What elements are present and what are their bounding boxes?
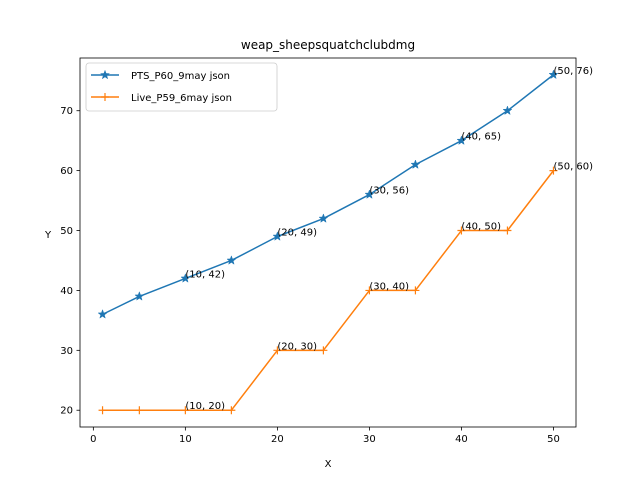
legend-label: PTS_P60_9may json xyxy=(131,71,230,82)
legend-marker xyxy=(101,93,109,101)
data-point xyxy=(456,135,467,145)
y-tick-label: 70 xyxy=(60,106,73,117)
y-axis-label: Y xyxy=(44,230,52,241)
series-2 xyxy=(98,166,558,415)
data-label: (30, 40) xyxy=(369,281,409,292)
axis-ticks: 0 10 20 30 40 50 20 30 40 50 60 70 xyxy=(60,106,560,445)
x-tick-label: 0 xyxy=(90,434,96,445)
data-label: (50, 60) xyxy=(553,162,593,173)
data-label: (50, 76) xyxy=(553,66,593,77)
data-point xyxy=(227,406,236,415)
data-point xyxy=(457,226,466,235)
y-tick-label: 20 xyxy=(60,406,73,417)
data-point xyxy=(319,346,328,355)
plot-area: (10, 42) (20, 49) (30, 56) (40, 65) (50, 76)… xyxy=(97,66,593,415)
data-point xyxy=(503,226,512,235)
data-point xyxy=(180,273,191,283)
x-tick-label: 50 xyxy=(547,434,560,445)
data-label: (40, 65) xyxy=(461,132,501,143)
data-point xyxy=(181,406,190,415)
data-point xyxy=(549,166,558,175)
data-point xyxy=(548,69,559,80)
x-tick-label: 20 xyxy=(271,434,284,445)
y-tick-label: 60 xyxy=(60,166,73,177)
data-point xyxy=(226,255,237,265)
data-point xyxy=(97,309,108,319)
series-1 xyxy=(97,69,559,319)
data-point xyxy=(272,231,283,241)
data-point xyxy=(318,213,329,223)
y-tick-label: 50 xyxy=(60,226,73,237)
legend-label: Live_P59_6may json xyxy=(131,93,232,104)
plot-frame xyxy=(79,57,577,428)
data-point xyxy=(364,189,375,199)
data-point xyxy=(273,346,282,355)
data-label: (10, 20) xyxy=(185,401,225,412)
y-tick-label: 30 xyxy=(60,346,73,357)
data-point xyxy=(134,291,145,301)
data-label: (30, 56) xyxy=(369,186,409,197)
x-tick-label: 30 xyxy=(363,434,376,445)
y-tick-label: 40 xyxy=(60,286,73,297)
x-axis-label: X xyxy=(325,459,332,470)
legend-marker xyxy=(99,69,111,80)
data-point xyxy=(98,406,107,415)
x-tick-label: 40 xyxy=(455,434,468,445)
data-point xyxy=(365,286,374,295)
data-point xyxy=(135,406,144,415)
data-label: (20, 49) xyxy=(277,228,317,239)
data-point xyxy=(502,105,513,116)
data-point xyxy=(411,286,420,295)
legend: PTS_P60_9may json Live_P59_6may json xyxy=(85,62,278,112)
data-label: (40, 50) xyxy=(461,222,501,233)
data-label: (10, 42) xyxy=(185,269,225,280)
chart-title: weap_sheepsquatchclubdmg xyxy=(241,38,415,52)
data-point xyxy=(410,159,421,169)
data-label: (20, 30) xyxy=(277,341,317,352)
x-tick-label: 10 xyxy=(179,434,192,445)
legend-box xyxy=(85,62,278,112)
